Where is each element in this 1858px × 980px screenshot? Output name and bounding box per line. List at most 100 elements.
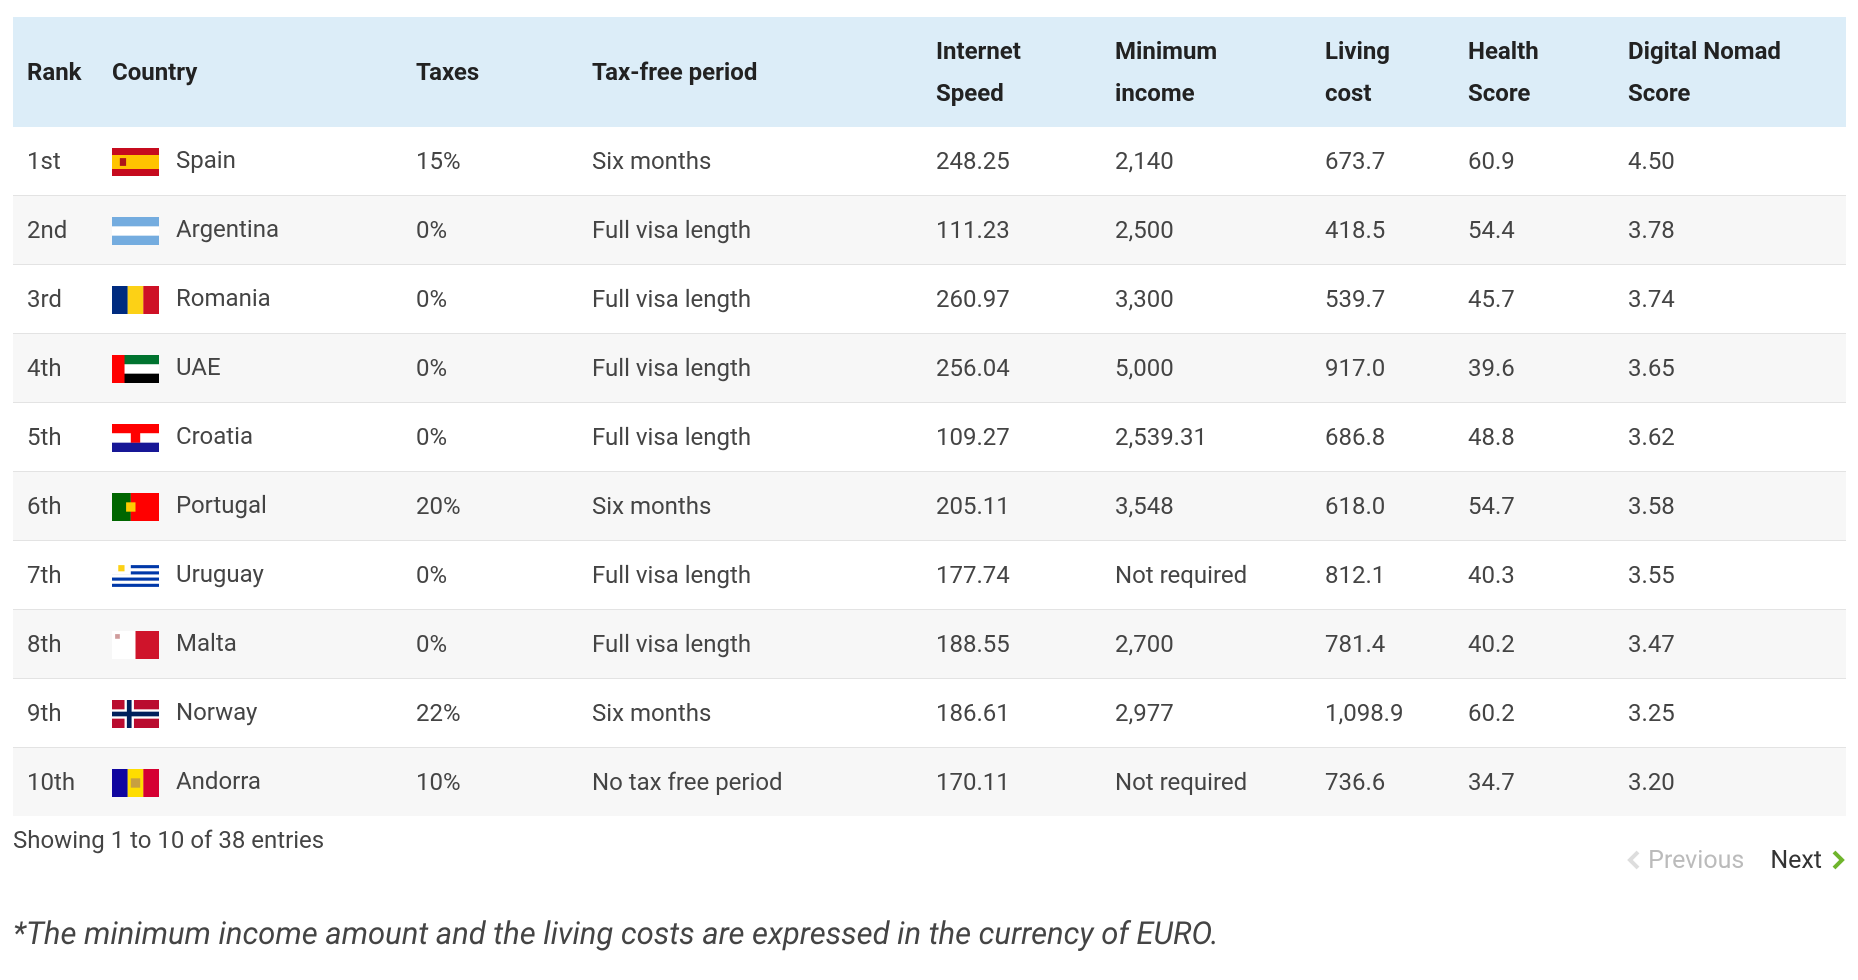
cell-tax-free-period: Six months [578,471,922,541]
cell-taxes: 22% [402,678,578,748]
table-row: 1st Spain 15% Six months 248.25 2,140 673.7 60.… [13,127,1846,196]
cell-taxes: 0% [402,333,578,403]
cell-tax-free-period: Six months [578,127,922,196]
flag-icon [112,630,159,659]
cell-digital-nomad-score: 4.50 [1614,127,1846,196]
previous-button[interactable]: Previous [1626,846,1744,875]
header-health-score: Health Score [1454,17,1614,127]
cell-health-score: 34.7 [1454,747,1614,816]
cell-minimum-income: Not required [1101,540,1311,610]
country-name: Spain [176,146,236,175]
cell-rank: 9th [13,678,98,748]
cell-rank: 7th [13,540,98,610]
cell-internet-speed: 186.61 [922,678,1101,748]
flag-icon [112,216,159,245]
country-name: Croatia [176,422,254,451]
cell-health-score: 45.7 [1454,264,1614,334]
cell-internet-speed: 260.97 [922,264,1101,334]
cell-country: Spain [98,127,402,196]
header-minimum-income: Minimum income [1101,17,1311,127]
cell-taxes: 0% [402,195,578,265]
flag-icon [112,354,159,383]
country-name: Argentina [176,215,280,244]
cell-living-cost: 418.5 [1311,195,1454,265]
cell-health-score: 60.9 [1454,127,1614,196]
cell-minimum-income: 2,500 [1101,195,1311,265]
next-button[interactable]: Next [1770,846,1846,875]
cell-country: Argentina [98,195,402,265]
cell-taxes: 0% [402,609,578,679]
flag-icon [112,561,159,590]
cell-digital-nomad-score: 3.20 [1614,747,1846,816]
header-rank: Rank [13,17,98,127]
next-label[interactable]: Next [1770,846,1822,875]
cell-rank: 2nd [13,195,98,265]
cell-minimum-income: 2,700 [1101,609,1311,679]
country-name: Portugal [176,491,267,520]
cell-living-cost: 1,098.9 [1311,678,1454,748]
flag-icon [112,492,159,521]
cell-country: Portugal [98,471,402,541]
cell-rank: 6th [13,471,98,541]
cell-living-cost: 539.7 [1311,264,1454,334]
country-name: UAE [176,353,221,382]
table-row: 3rd Romania 0% Full visa length 260.97 3,300 5… [13,264,1846,334]
cell-tax-free-period: Full visa length [578,540,922,610]
table-row: 10th Andorra 10% No tax free period 170.11 No… [13,747,1846,816]
header-row: Rank Country Taxes Tax-free period Internet … [13,17,1846,127]
table-row: 7th Uruguay 0% Full visa length 177.74 Not re… [13,540,1846,610]
cell-digital-nomad-score: 3.47 [1614,609,1846,679]
cell-rank: 3rd [13,264,98,334]
cell-digital-nomad-score: 3.58 [1614,471,1846,541]
cell-country: Norway [98,678,402,748]
cell-minimum-income: 3,548 [1101,471,1311,541]
header-tax-free-period: Tax-free period [578,17,922,127]
table-row: 8th Malta 0% Full visa length 188.55 2,700 781… [13,609,1846,679]
cell-country: Croatia [98,402,402,472]
cell-rank: 1st [13,127,98,196]
cell-taxes: 15% [402,127,578,196]
cell-living-cost: 917.0 [1311,333,1454,403]
table-row: 5th Croatia 0% Full visa length 109.27 2,539.… [13,402,1846,472]
country-name: Malta [176,629,237,658]
cell-tax-free-period: Full visa length [578,195,922,265]
flag-icon [112,285,159,314]
cell-tax-free-period: No tax free period [578,747,922,816]
country-name: Andorra [176,767,261,796]
country-name: Norway [176,698,258,727]
table-row: 6th Portugal 20% Six months 205.11 3,548 618.0… [13,471,1846,541]
header-living-cost: Living cost [1311,17,1454,127]
cell-country: Uruguay [98,540,402,610]
table-row: 9th Norway 22% Six months 186.61 2,977 1,098.9… [13,678,1846,748]
cell-health-score: 48.8 [1454,402,1614,472]
cell-minimum-income: 3,300 [1101,264,1311,334]
cell-minimum-income: Not required [1101,747,1311,816]
cell-living-cost: 812.1 [1311,540,1454,610]
cell-internet-speed: 256.04 [922,333,1101,403]
flag-icon [112,768,159,797]
cell-digital-nomad-score: 3.65 [1614,333,1846,403]
cell-health-score: 39.6 [1454,333,1614,403]
country-name: Romania [176,284,271,313]
cell-living-cost: 673.7 [1311,127,1454,196]
header-country: Country [98,17,402,127]
cell-internet-speed: 111.23 [922,195,1101,265]
country-name: Uruguay [176,560,264,589]
table-body: 1st Spain 15% Six months 248.25 2,140 673.7 60.… [13,127,1846,816]
cell-rank: 4th [13,333,98,403]
header-internet-speed: Internet Speed [922,17,1101,127]
table-container: Rank Country Taxes Tax-free period Internet … [13,17,1846,816]
cell-minimum-income: 2,140 [1101,127,1311,196]
cell-rank: 5th [13,402,98,472]
cell-digital-nomad-score: 3.55 [1614,540,1846,610]
cell-country: UAE [98,333,402,403]
cell-tax-free-period: Six months [578,678,922,748]
cell-digital-nomad-score: 3.78 [1614,195,1846,265]
cell-tax-free-period: Full visa length [578,264,922,334]
header-taxes: Taxes [402,17,578,127]
currency-note: *The minimum income amount and the livin… [13,915,1219,952]
previous-label[interactable]: Previous [1648,846,1745,875]
cell-internet-speed: 177.74 [922,540,1101,610]
table-row: 2nd Argentina 0% Full visa length 111.23 2,50… [13,195,1846,265]
cell-rank: 10th [13,747,98,816]
